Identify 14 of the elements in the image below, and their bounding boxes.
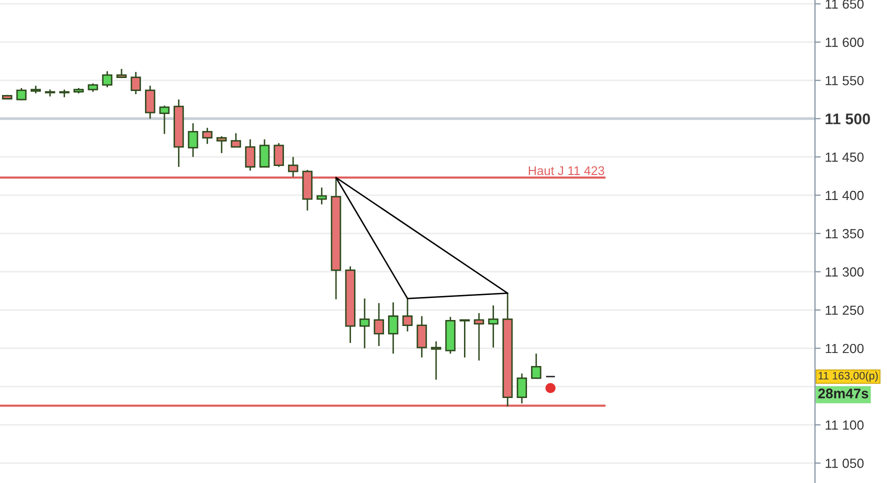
text: 11 163,00(p) [818,372,878,382]
y-tick-label: 11 100 [826,420,864,430]
y-tick-label: 11 350 [826,229,864,238]
y-tick-label: 11 550 [826,76,864,86]
y-tick-label: 11 050 [826,458,864,468]
y-tick-label: 11 200 [826,344,864,354]
y-tick-label: 11 250 [826,306,864,315]
y-tick-label: 11 400 [826,190,864,200]
y-tick-label: 11 600 [826,38,864,48]
ref-line-label: Haut J 11 423 [528,166,604,176]
text: 28m47s [818,388,868,398]
y-tick-label: 11 300 [826,267,864,277]
y-tick-label: 11 500 [826,114,870,124]
y-tick-label: 11 450 [826,152,864,162]
